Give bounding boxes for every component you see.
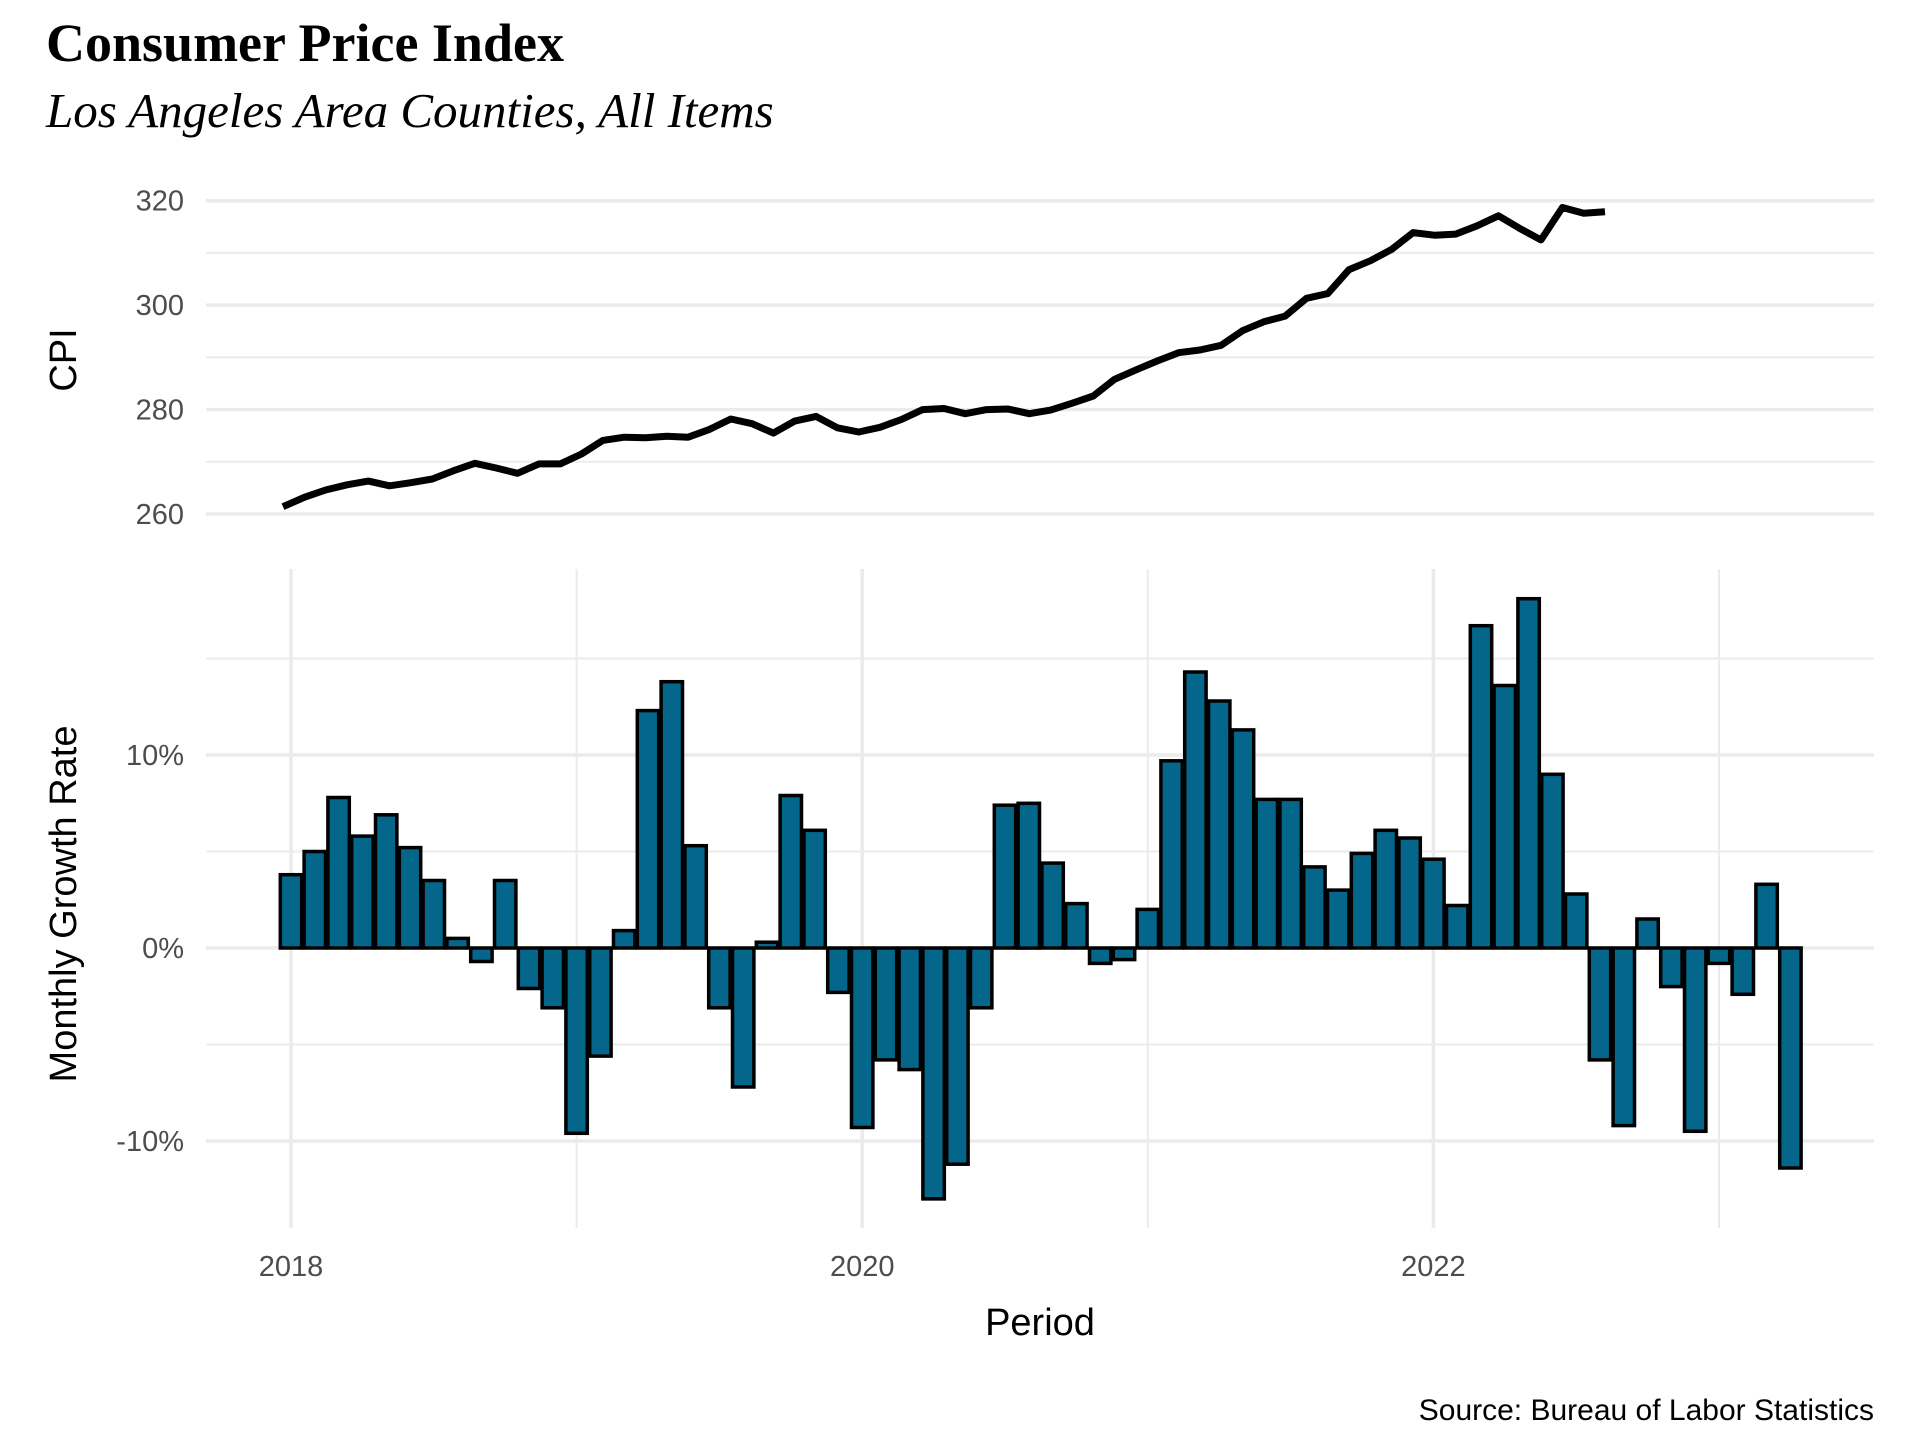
growth-bar <box>540 946 566 1010</box>
cpi-line <box>281 204 1606 510</box>
growth-bar <box>1301 865 1327 950</box>
growth-bar <box>1040 861 1066 950</box>
growth-bar <box>921 946 947 1201</box>
growth-bar <box>897 946 923 1072</box>
growth-bar <box>1777 946 1803 1170</box>
growth-bar <box>468 946 494 964</box>
growth-bar <box>849 946 875 1130</box>
growth-bar <box>373 813 399 950</box>
growth-bar <box>349 834 375 950</box>
growth-bar <box>492 878 518 950</box>
growth-bar <box>1182 670 1208 950</box>
growth-bar <box>1325 888 1351 950</box>
growth-bar <box>1658 946 1684 989</box>
cpi-y-ticks: 260 280 300 320 <box>136 186 184 531</box>
growth-bar <box>1754 882 1780 950</box>
growth-y-ticks: -10% 0% 10% <box>116 740 184 1158</box>
x-tick-label: 2022 <box>1401 1251 1466 1283</box>
growth-bar <box>1373 828 1399 950</box>
chart-subtitle: Los Angeles Area Counties, All Items <box>46 83 774 138</box>
growth-bar <box>1016 801 1042 950</box>
cpi-y-tick-label: 280 <box>136 395 184 427</box>
growth-bar <box>326 795 352 950</box>
cpi-y-axis-title: CPI <box>43 328 85 391</box>
growth-bar <box>1206 699 1232 950</box>
growth-y-tick-label: 0% <box>142 933 184 965</box>
growth-bar <box>635 708 661 950</box>
growth-bar <box>754 940 780 950</box>
x-tick-label: 2020 <box>830 1251 895 1283</box>
growth-bar <box>825 946 851 995</box>
growth-bar <box>1706 946 1732 966</box>
growth-bar <box>587 946 613 1058</box>
cpi-series <box>281 204 1606 510</box>
growth-y-axis-title: Monthly Growth Rate <box>43 726 85 1083</box>
growth-bar <box>683 843 709 950</box>
growth-bar <box>302 849 328 950</box>
cpi-y-tick-label: 320 <box>136 186 184 218</box>
growth-bar <box>1135 907 1161 950</box>
growth-bar <box>516 946 542 991</box>
growth-bar <box>1230 728 1256 950</box>
growth-bar <box>1278 797 1304 950</box>
growth-bar <box>421 878 447 950</box>
growth-bar <box>1516 596 1542 950</box>
growth-bar <box>1563 892 1589 950</box>
growth-bar <box>1539 772 1565 950</box>
growth-bar <box>445 936 471 950</box>
growth-bar <box>778 793 804 950</box>
growth-bar <box>1397 836 1423 950</box>
growth-y-tick-label: 10% <box>126 740 184 772</box>
x-tick-label: 2018 <box>259 1251 324 1283</box>
growth-bar <box>873 946 899 1062</box>
growth-bar <box>1587 946 1613 1062</box>
growth-bar <box>706 946 732 1010</box>
growth-bar <box>659 679 685 950</box>
growth-bar <box>611 928 637 950</box>
growth-bar <box>968 946 994 1010</box>
growth-bar <box>1111 946 1137 962</box>
chart-title: Consumer Price Index <box>46 13 564 73</box>
growth-bar <box>1635 917 1661 950</box>
growth-y-tick-label: -10% <box>116 1126 184 1158</box>
growth-bar <box>802 828 828 950</box>
growth-bar <box>944 946 970 1166</box>
x-axis-title: Period <box>985 1302 1095 1344</box>
source-caption: Source: Bureau of Labor Statistics <box>1419 1394 1874 1427</box>
growth-bar <box>564 946 590 1136</box>
cpi-y-tick-label: 300 <box>136 290 184 322</box>
growth-bar <box>278 872 304 950</box>
growth-bar <box>397 845 423 950</box>
growth-bar <box>1611 946 1637 1128</box>
growth-bar <box>1254 797 1280 950</box>
growth-bar <box>1492 683 1518 950</box>
growth-bars <box>278 596 1803 1201</box>
growth-bar <box>1468 623 1494 950</box>
growth-x-ticks: 2018 2020 2022 <box>259 1251 1466 1283</box>
growth-bar <box>1730 946 1756 997</box>
growth-bar <box>1349 851 1375 950</box>
growth-bar <box>1444 903 1470 950</box>
growth-bar <box>992 803 1018 950</box>
cpi-y-tick-label: 260 <box>136 499 184 531</box>
growth-bar <box>1159 759 1185 950</box>
growth-bar <box>730 946 756 1089</box>
growth-bar <box>1063 901 1089 950</box>
growth-bar <box>1087 946 1113 966</box>
growth-bar <box>1420 857 1446 950</box>
growth-bar <box>1682 946 1708 1134</box>
